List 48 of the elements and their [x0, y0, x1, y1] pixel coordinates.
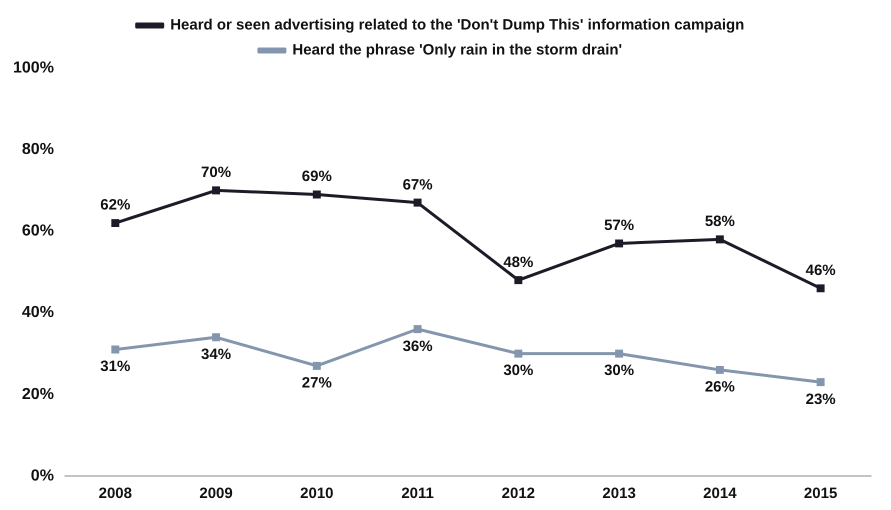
- data-label: 36%: [402, 338, 433, 355]
- y-tick-label: 20%: [22, 386, 54, 403]
- point: [716, 235, 724, 244]
- point: [816, 378, 825, 386]
- x-tick-label: 2014: [703, 485, 738, 502]
- data-label: 27%: [302, 374, 332, 392]
- point: [414, 198, 422, 207]
- data-label: 23%: [806, 390, 836, 408]
- y-tick-label: 60%: [22, 222, 54, 240]
- x-tick-label: 2011: [401, 485, 434, 502]
- point: [312, 362, 321, 370]
- data-label: 46%: [806, 262, 836, 279]
- data-label: 70%: [201, 164, 232, 182]
- x-tick-label: 2013: [602, 485, 636, 502]
- point: [111, 346, 120, 354]
- data-label: 34%: [201, 346, 232, 363]
- point: [212, 333, 220, 342]
- point: [615, 350, 624, 358]
- data-label: 62%: [100, 196, 130, 214]
- data-label: 58%: [704, 213, 735, 230]
- point: [816, 284, 825, 292]
- y-tick-label: 100%: [13, 59, 54, 76]
- x-tick-label: 2009: [199, 485, 233, 502]
- data-label: 69%: [302, 168, 332, 186]
- data-label: 30%: [604, 362, 634, 380]
- point: [111, 219, 120, 228]
- data-label: 26%: [704, 378, 735, 396]
- data-label: 31%: [100, 358, 130, 376]
- data-label: 30%: [503, 362, 534, 380]
- data-label: 57%: [604, 217, 634, 234]
- point: [514, 276, 522, 284]
- legend-label: Heard or seen advertising related to the 'Don't Dump This' information campaign: [170, 16, 744, 34]
- y-tick-label: 0%: [30, 467, 54, 484]
- data-label: 67%: [402, 176, 433, 194]
- point: [212, 186, 220, 194]
- x-tick-label: 2010: [300, 485, 334, 502]
- data-label: 48%: [503, 254, 534, 271]
- point: [514, 350, 522, 358]
- y-tick-label: 80%: [22, 141, 54, 158]
- legend-label: Heard the phrase 'Only rain in the storm drain': [292, 42, 622, 59]
- x-tick-label: 2008: [98, 485, 132, 502]
- point: [615, 239, 624, 248]
- point: [312, 190, 321, 198]
- x-tick-label: 2012: [502, 485, 536, 502]
- y-tick-label: 40%: [22, 304, 54, 322]
- point: [414, 325, 422, 334]
- x-tick-label: 2015: [804, 485, 838, 502]
- point: [716, 366, 724, 374]
